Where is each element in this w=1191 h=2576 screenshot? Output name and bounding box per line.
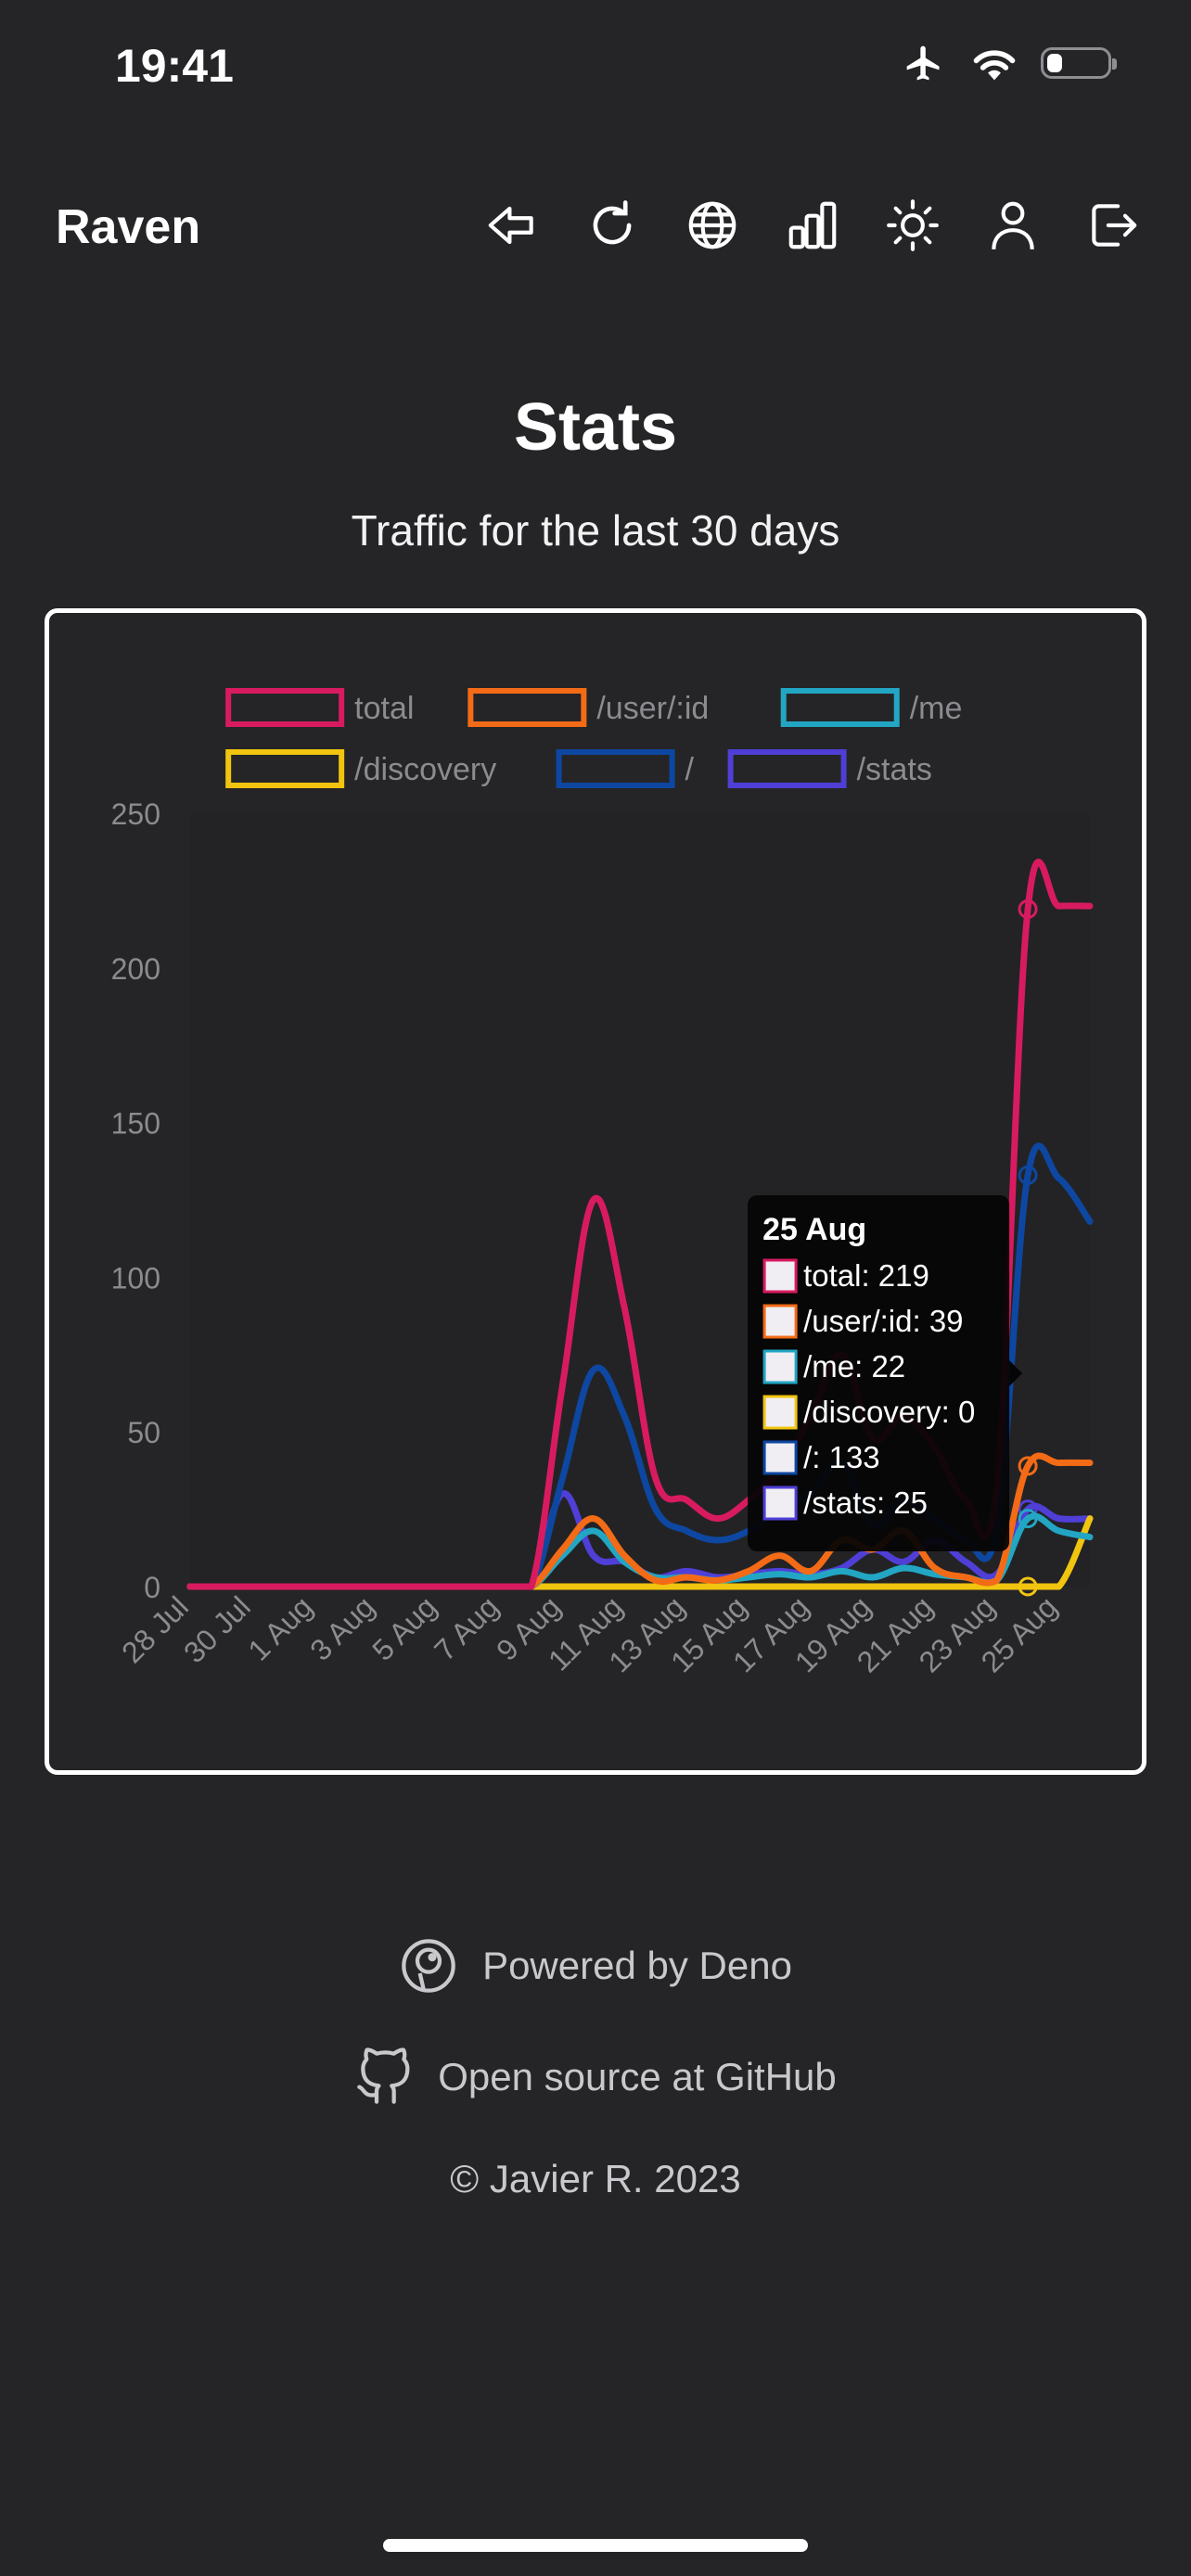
deno-icon (402, 1939, 455, 1993)
logout-icon (1092, 204, 1137, 247)
legend-swatch (467, 688, 587, 727)
chart-card: 0 50 100 150 200 250 28 Jul 30 Jul 1 Aug 3 Aug 5 A… (45, 608, 1146, 1775)
y-tick-label: 150 (111, 1107, 160, 1141)
legend-label: /user/:id (596, 691, 709, 726)
brand-title[interactable]: Raven (56, 200, 201, 254)
tooltip-swatch (762, 1486, 798, 1521)
powered-by-link[interactable]: Powered by Deno (0, 1936, 1191, 1996)
tooltip-swatch (762, 1395, 798, 1430)
page-title: Stats (513, 390, 678, 465)
tooltip-line: total: 219 (803, 1258, 929, 1293)
stats-button[interactable] (762, 190, 863, 261)
refresh-icon (593, 200, 632, 245)
status-icons (900, 43, 1117, 83)
legend-label: total (354, 691, 414, 726)
tooltip-line: /user/:id: 39 (803, 1304, 963, 1338)
series-point (1018, 899, 1038, 919)
tooltip-swatch (762, 1349, 798, 1384)
y-tick-label: 100 (111, 1261, 160, 1294)
y-tick-label: 50 (127, 1416, 160, 1449)
status-bar: 19:41 (0, 0, 1191, 139)
wifi-icon (973, 50, 1016, 81)
battery-icon (1041, 47, 1117, 79)
tooltip-swatch (762, 1304, 798, 1339)
series-point (1018, 1509, 1038, 1529)
legend-label: /discovery (354, 752, 496, 787)
legend-label: /me (910, 691, 963, 726)
theme-button[interactable] (863, 190, 963, 261)
tooltip-swatch (762, 1440, 798, 1475)
copyright: © Javier R. 2023 (0, 2157, 1191, 2201)
legend-label: /stats (857, 752, 932, 787)
legend-swatch (780, 688, 900, 727)
globe-icon (688, 201, 736, 249)
series-point (1018, 1456, 1038, 1476)
x-tick-label: 7 Aug (428, 1589, 505, 1666)
tooltip-line: /stats: 25 (803, 1486, 928, 1520)
tooltip-line: /: 133 (803, 1440, 880, 1474)
user-icon (992, 201, 1034, 249)
github-text: Open source at GitHub (438, 2055, 837, 2098)
chart-tooltip: 25 Aug total: 219/user/:id: 39/me: 22/dis… (748, 1195, 1023, 1551)
github-icon (357, 2047, 410, 2104)
tooltip-line: /discovery: 0 (803, 1395, 975, 1429)
refresh-button[interactable] (562, 190, 662, 261)
x-tick-label: 3 Aug (303, 1589, 380, 1666)
tooltip-swatch (762, 1258, 798, 1294)
x-tick-label: 30 Jul (177, 1589, 257, 1669)
legend-swatch (727, 749, 847, 788)
profile-button[interactable] (963, 190, 1063, 261)
globe-button[interactable] (662, 190, 762, 261)
y-tick-label: 200 (111, 952, 160, 986)
powered-by-text: Powered by Deno (482, 1944, 792, 1987)
tooltip-title: 25 Aug (762, 1212, 866, 1247)
page-subtitle: Traffic for the last 30 days (351, 506, 840, 555)
legend-label: / (685, 752, 695, 787)
series-point (1018, 1576, 1038, 1597)
logout-button[interactable] (1063, 190, 1163, 261)
legend-swatch (225, 749, 345, 788)
stats-bars-icon (788, 201, 837, 249)
nav-icons (462, 190, 1163, 261)
navbar: Raven (0, 181, 1191, 270)
x-tick-label: 1 Aug (241, 1589, 318, 1666)
series-point (1018, 1165, 1038, 1185)
airplane-icon (906, 45, 940, 81)
legend-swatch (556, 749, 675, 788)
tooltip-line: /me: 22 (803, 1349, 905, 1384)
back-button[interactable] (462, 190, 562, 261)
y-tick-label: 250 (111, 797, 160, 831)
copyright-text: © Javier R. 2023 (450, 2157, 741, 2200)
home-indicator (383, 2539, 808, 2552)
tooltip-caret (1009, 1360, 1023, 1386)
y-tick-label: 0 (144, 1571, 160, 1604)
status-time: 19:41 (115, 40, 234, 92)
back-arrow-icon (488, 206, 533, 245)
sun-icon (887, 199, 939, 251)
x-tick-label: 5 Aug (365, 1589, 442, 1666)
legend-swatch (225, 688, 345, 727)
tooltip-box (748, 1195, 1010, 1551)
github-link[interactable]: Open source at GitHub (0, 2047, 1191, 2107)
